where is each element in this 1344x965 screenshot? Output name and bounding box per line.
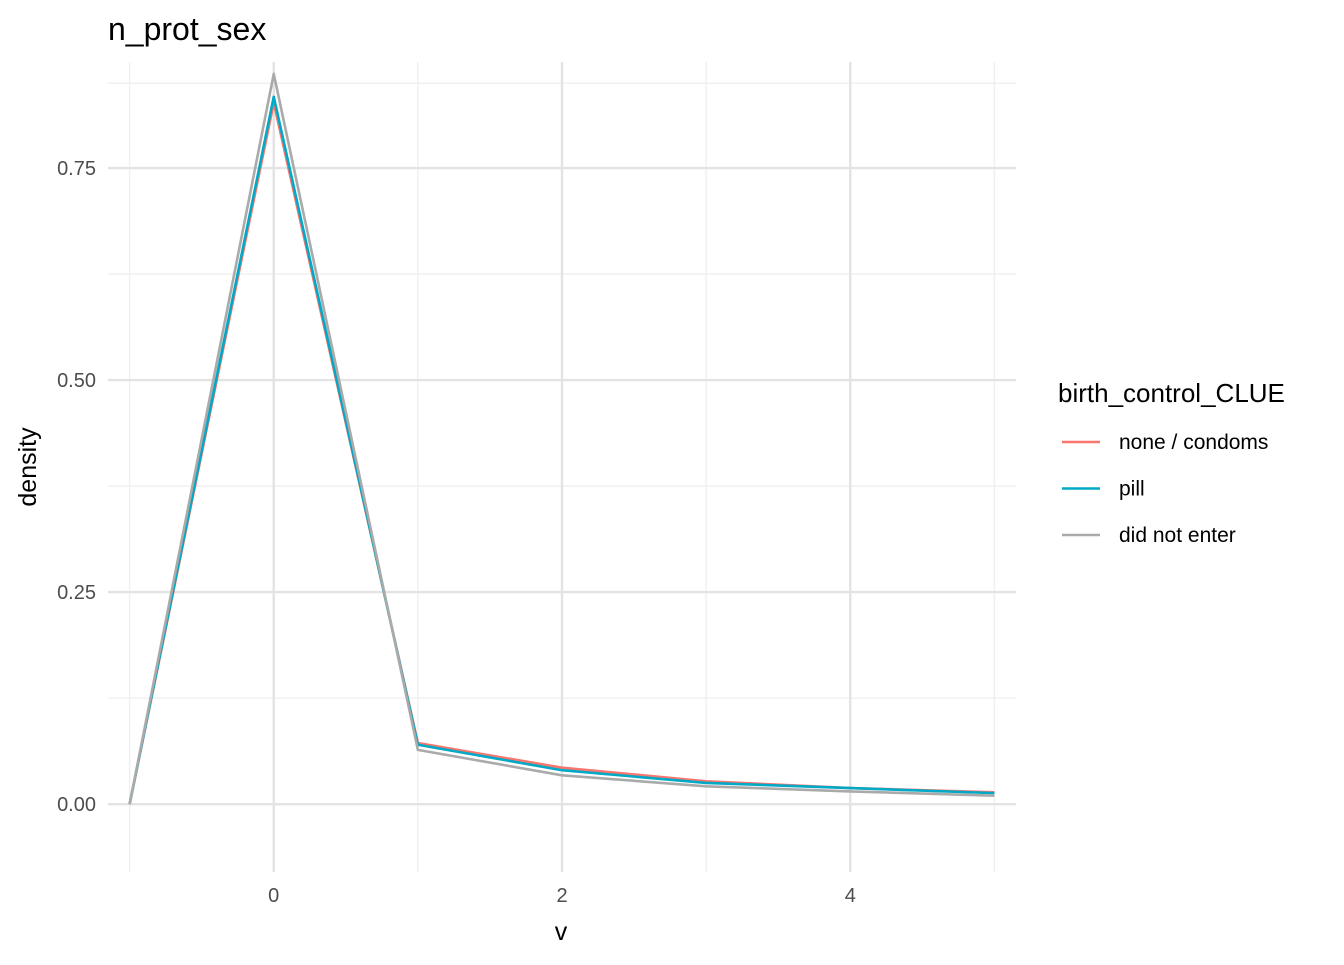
legend-label: did not enter: [1119, 524, 1236, 547]
legend-items: none / condoms pill did not enter: [1062, 431, 1268, 547]
legend-label: none / condoms: [1119, 431, 1268, 454]
series-layer: [128, 72, 995, 805]
x-tick-label: 4: [845, 885, 856, 907]
legend-title: birth_control_CLUE: [1058, 378, 1285, 408]
series-line-pill: [128, 95, 995, 805]
legend-label: pill: [1119, 478, 1145, 501]
series-line-did-not-enter: [128, 72, 995, 805]
y-tick-label: 0.00: [57, 794, 96, 816]
y-tick-label: 0.50: [57, 370, 96, 392]
x-tick-label: 0: [268, 885, 279, 907]
y-tick-label: 0.75: [57, 158, 96, 180]
legend: birth_control_CLUE none / condoms pill did…: [1058, 378, 1285, 547]
x-axis-title: v: [555, 918, 568, 946]
axis-layer: 0 2 4 0.00 0.25 0.50 0.75: [57, 158, 856, 907]
chart-title: n_prot_sex: [108, 11, 266, 47]
grid-layer: [108, 62, 1016, 872]
y-tick-label: 0.25: [57, 582, 96, 604]
y-axis-title: density: [14, 427, 42, 507]
x-tick-label: 2: [556, 885, 567, 907]
